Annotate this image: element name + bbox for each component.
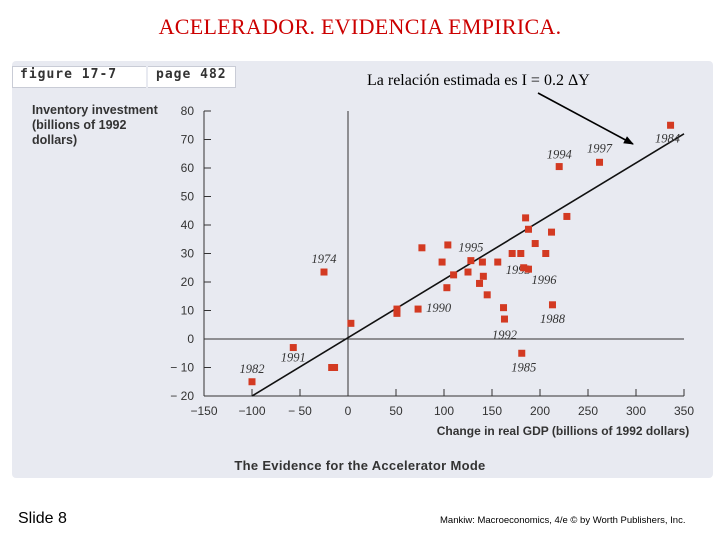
- data-point: [450, 271, 458, 279]
- year-label: 1974: [312, 252, 337, 266]
- y-tick-label: 60: [181, 161, 195, 175]
- x-axis-label: Change in real GDP (billions of 1992 dol…: [437, 424, 690, 438]
- y-tick-label: − 20: [170, 389, 194, 403]
- y-axis-label: Inventory investment (billions of 1992 d…: [32, 103, 158, 147]
- data-point: [524, 225, 532, 233]
- axes-layer: − 20 − 10 0 10 20 30 40 50 60 70 80 −150 −100 − 50 0 50…: [170, 104, 694, 418]
- year-label: 1982: [240, 362, 265, 376]
- data-point: [476, 279, 484, 287]
- data-point: [517, 250, 525, 257]
- data-point: [393, 309, 401, 317]
- y-tick-label: 50: [181, 190, 195, 204]
- data-point: [418, 244, 426, 252]
- x-tick-label: 100: [434, 404, 454, 418]
- y-tick-label: 40: [181, 218, 195, 232]
- x-tick-label: −150: [190, 404, 217, 418]
- x-tick-label: 300: [626, 404, 646, 418]
- y-tick-label: 20: [181, 275, 195, 289]
- year-label: 1994: [547, 148, 572, 162]
- figure-label: figure 17-7: [20, 67, 118, 82]
- year-label: 1985: [511, 360, 536, 374]
- figure-header-separator: [146, 66, 148, 88]
- fit-line: [251, 133, 685, 397]
- figure-caption: The Evidence for the Accelerator Mode: [234, 458, 486, 473]
- data-point: [320, 268, 328, 276]
- data-point: [522, 214, 530, 222]
- figure-header-bar: [12, 66, 236, 88]
- y-tick-label: 30: [181, 247, 195, 261]
- data-point: [531, 240, 539, 248]
- data-point: [248, 378, 256, 386]
- x-tick-label: 0: [345, 404, 352, 418]
- year-label: 1991: [281, 351, 306, 365]
- data-point: [667, 121, 675, 129]
- data-point: [500, 304, 508, 312]
- data-point: [596, 158, 604, 166]
- data-point: [443, 284, 451, 292]
- x-tick-label: 250: [578, 404, 598, 418]
- data-point: [542, 250, 550, 257]
- data-point: [500, 315, 508, 323]
- data-point: [467, 257, 475, 265]
- year-label: 1995: [458, 241, 483, 255]
- data-point: [464, 268, 472, 276]
- data-point: [438, 258, 446, 266]
- fit-annotation: La relación estimada es I = 0.2 ΔY: [367, 72, 590, 89]
- data-point: [414, 305, 422, 313]
- year-label: 1997: [587, 141, 613, 155]
- year-label: 1984: [655, 131, 680, 145]
- x-tick-label: 350: [674, 404, 694, 418]
- data-point: [479, 272, 487, 280]
- data-point: [494, 258, 502, 266]
- slide-title: ACELERADOR. EVIDENCIA EMPIRICA.: [158, 14, 562, 39]
- year-label: 1992: [492, 328, 517, 342]
- data-point: [524, 265, 532, 273]
- x-tick-label: 50: [389, 404, 403, 418]
- data-point: [520, 264, 528, 272]
- data-point: [548, 301, 556, 309]
- data-point: [483, 291, 491, 299]
- data-point: [518, 349, 526, 357]
- figure-panel: [12, 61, 713, 478]
- data-point: [331, 364, 339, 371]
- slide-number: Slide 8: [18, 510, 67, 527]
- year-label: 1988: [540, 312, 566, 326]
- x-tick-label: 200: [530, 404, 550, 418]
- x-tick-label: 150: [482, 404, 502, 418]
- data-point: [508, 250, 516, 257]
- publisher-credit: Mankiw: Macroeconomics, 4/e © by Worth P…: [440, 515, 686, 526]
- data-point: [548, 228, 556, 236]
- data-point: [555, 163, 563, 171]
- data-point: [563, 212, 571, 220]
- x-tick-label: −100: [238, 404, 265, 418]
- annotation-arrow: [537, 92, 634, 145]
- y-tick-label: 10: [181, 304, 195, 318]
- data-point: [393, 305, 401, 313]
- year-label: 1990: [426, 301, 452, 315]
- y-tick-label: 70: [181, 133, 195, 147]
- x-tick-label: − 50: [288, 404, 312, 418]
- y-tick-label: 0: [187, 332, 194, 346]
- data-point: [347, 319, 355, 327]
- year-label: 1996: [531, 273, 557, 287]
- data-point: [478, 258, 486, 266]
- data-point: [289, 344, 297, 352]
- points-layer: 1982199119741990199519931992199619881985…: [240, 121, 680, 386]
- data-point: [444, 241, 452, 249]
- y-tick-label: − 10: [170, 361, 194, 375]
- page-label: page 482: [156, 67, 227, 82]
- y-tick-label: 80: [181, 104, 195, 118]
